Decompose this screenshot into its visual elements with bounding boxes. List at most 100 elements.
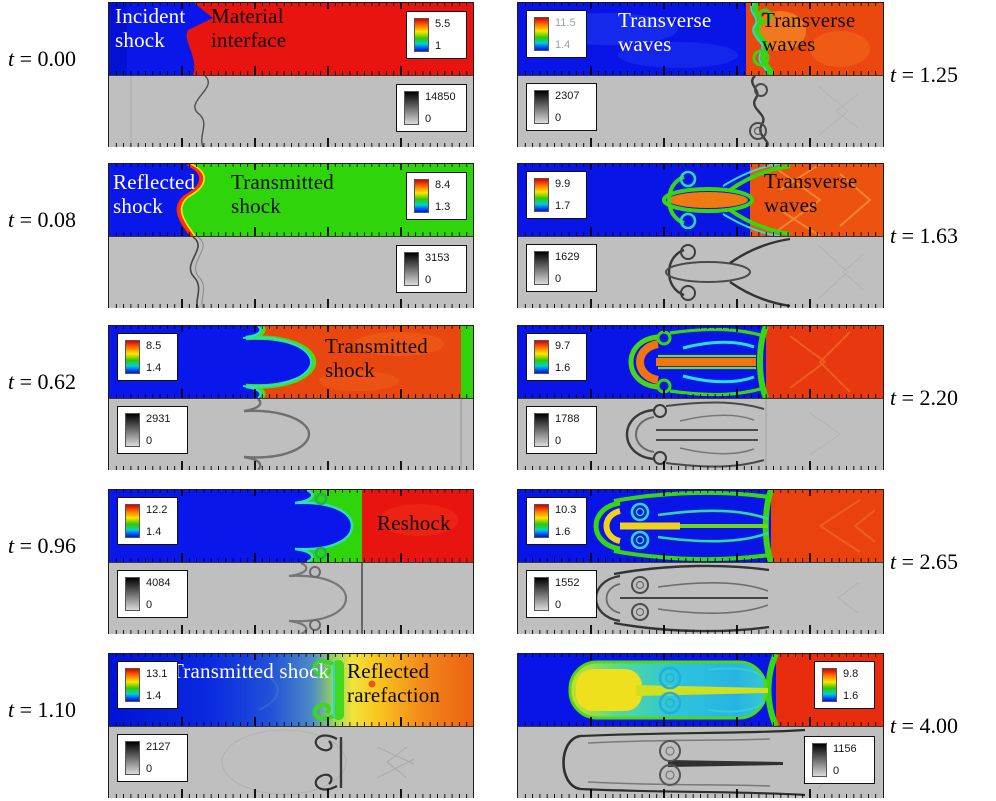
interface-trace <box>751 76 769 147</box>
density-colorbar: 8.4 1.3 <box>406 172 467 220</box>
schlieren-colorbar: 2127 0 <box>117 734 188 782</box>
colorbar-min: 0 <box>555 599 562 611</box>
rainbow-gradient-bar <box>534 340 549 374</box>
axis-ticks <box>524 164 877 236</box>
interface-trace <box>288 563 348 634</box>
axis-ticks <box>115 164 468 236</box>
bubble-front-trace <box>562 734 581 791</box>
wisp-top <box>657 509 769 521</box>
time-variable: t <box>8 207 15 232</box>
wisp-bottom <box>682 374 755 384</box>
density-colorbar: 8.5 1.4 <box>117 333 178 381</box>
colorbar-max: 9.7 <box>555 340 571 352</box>
colorbar-max: 10.3 <box>555 504 577 516</box>
wave-texture <box>817 85 859 137</box>
colorbar-min: 1.7 <box>555 200 571 212</box>
schlieren-field: 1552 0 <box>518 562 883 634</box>
schlieren-colorbar: 1156 0 <box>804 736 875 784</box>
arm-top <box>669 327 765 338</box>
colorbar-max: 4084 <box>146 577 171 589</box>
shocked-region <box>750 164 883 236</box>
wave-wisps <box>258 671 279 711</box>
bubble-core <box>576 669 642 711</box>
vortex-curl-bottom <box>680 285 696 301</box>
schlieren-field: 2127 0 <box>109 726 473 798</box>
time-value: = 2.20 <box>896 385 959 410</box>
colorbar-min: 0 <box>146 763 153 775</box>
colorbar-max: 2931 <box>146 413 171 425</box>
density-field: Transverse waves Transverse waves 11.5 1.… <box>518 3 883 75</box>
vortex-curl-top <box>680 244 696 260</box>
colorbar-min: 1.4 <box>146 526 162 538</box>
vortex-curl-bottom <box>752 49 770 67</box>
gray-gradient-bar <box>404 91 419 125</box>
axis-ticks <box>524 789 877 798</box>
density-field: 9.8 1.6 <box>518 654 883 726</box>
time-label-R5: t = 4.00 <box>890 713 958 739</box>
density-colorbar: 13.1 1.4 <box>117 661 178 709</box>
wave-texture <box>809 412 841 456</box>
axis-ticks <box>524 3 877 75</box>
wisp-bottom <box>657 531 769 543</box>
rainbow-gradient-bar <box>534 17 549 51</box>
colorbar-min: 0 <box>425 274 432 286</box>
rainbow-gradient-bar <box>125 668 140 702</box>
density-colorbar: 9.9 1.7 <box>526 171 587 219</box>
density-field: Incident shock Material interface 5.5 1 <box>109 3 473 75</box>
density-colorbar: 11.5 1.4 <box>526 10 587 58</box>
axis-ticks <box>524 490 877 562</box>
annotation-transmitted-shock: Transmitted shock <box>171 659 330 683</box>
jet-stem-trace <box>656 429 758 441</box>
wave-texture <box>817 244 864 300</box>
density-colorbar: 9.8 1.6 <box>814 661 875 709</box>
mushroom-cap <box>628 334 659 390</box>
interface-trace <box>189 237 200 308</box>
jet-rim-trace <box>665 261 751 283</box>
density-field: Transverse waves 9.9 1.7 <box>518 164 883 236</box>
arm-bottom-trace <box>729 281 791 308</box>
axis-ticks <box>115 461 468 470</box>
vortex-curl-top <box>653 404 667 418</box>
vortex-curl-top <box>312 659 334 678</box>
mushroom-cap <box>593 500 621 552</box>
schlieren-field: 2931 0 <box>109 398 473 470</box>
schlieren-field: 4084 0 <box>109 562 473 634</box>
colorbar-max: 11.5 <box>555 17 576 29</box>
annotation-transmitted-shock: Transmitted shock <box>325 334 428 382</box>
density-field: 9.7 1.6 <box>518 326 883 398</box>
colorbar-max: 9.9 <box>555 178 571 190</box>
colorbar-max: 1629 <box>555 251 580 263</box>
time-label-R2: t = 1.63 <box>890 223 958 249</box>
time-value: = 0.96 <box>14 533 77 558</box>
wave-texture <box>837 582 859 614</box>
rainbow-gradient-bar <box>822 668 837 702</box>
colorbar-max: 8.5 <box>146 340 162 352</box>
rainbow-gradient-bar <box>534 504 549 538</box>
gray-gradient-bar <box>534 90 549 124</box>
annotation-reflected-shock: Reflected shock <box>113 170 196 218</box>
panel-t1-10: Transmitted shock Reflected rarefaction … <box>108 653 474 798</box>
schlieren-colorbar: 1788 0 <box>526 406 597 454</box>
arm-bottom <box>728 208 791 236</box>
annotation-transverse-waves-right: Transverse waves <box>762 8 856 56</box>
axis-ticks <box>115 625 468 634</box>
time-value: = 2.65 <box>896 549 959 574</box>
arm-top-trace <box>579 728 806 738</box>
arm-top <box>728 164 791 192</box>
rainbow-gradient-bar <box>125 340 140 374</box>
vortex-curl-top <box>679 170 697 188</box>
axis-ticks <box>524 299 877 308</box>
interface-strip-inner <box>180 164 205 236</box>
time-value: = 1.63 <box>896 223 959 248</box>
panel-t0-00: Incident shock Material interface 5.5 1 1… <box>108 2 474 147</box>
vortex-curl-bottom <box>653 451 667 465</box>
colorbar-min: 0 <box>833 765 840 777</box>
density-colorbar: 12.2 1.4 <box>117 497 178 545</box>
vortex-curl-bottom <box>631 603 649 621</box>
time-value: = 1.25 <box>896 62 959 87</box>
reflected-shock-region <box>109 164 202 236</box>
time-label-L3: t = 0.62 <box>8 369 76 395</box>
schlieren-field: 1156 0 <box>518 726 883 798</box>
incident-shock-front <box>109 3 127 75</box>
vortex-curl-top <box>630 502 650 522</box>
